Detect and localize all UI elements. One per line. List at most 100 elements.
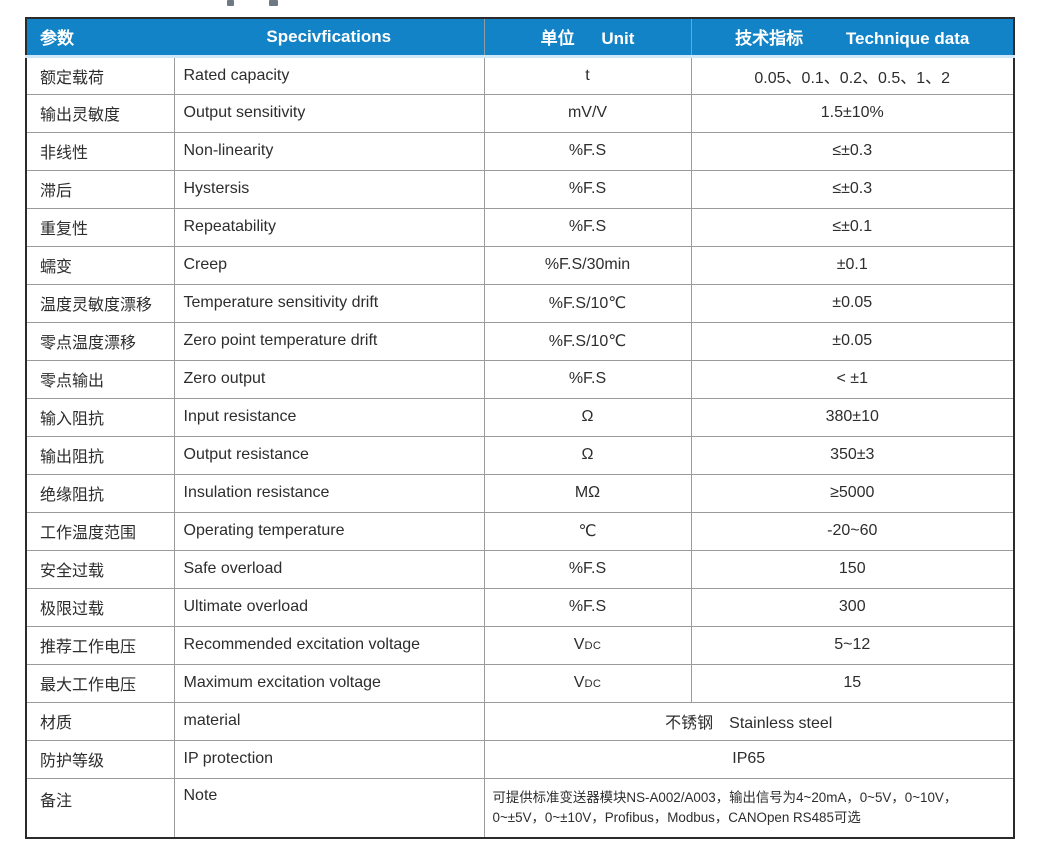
header-technique-data: 技术指标 Technique data [690,18,1014,56]
value-cell: -20~60 [690,511,1015,551]
table-row: 额定载荷 Rated capacity t 0.05、0.1、0.2、0.5、1、2 [25,54,1015,95]
unit-cell: Ω [483,435,692,475]
param-cell: 极限过载 [25,587,175,627]
unit-cell: %F.S [483,169,692,209]
value-cell: 1.5±10% [690,93,1015,133]
header-unit-en: Unit [601,29,635,49]
header-unit-zh: 单位 [540,29,575,49]
header-unit: 单位 Unit [483,18,691,56]
table-row: 零点温度漂移 Zero point temperature drift %F.S/1… [25,321,1015,361]
param-cell: 工作温度范围 [25,511,175,551]
value-cell: 300 [690,587,1015,627]
spec-cell: material [173,701,485,741]
param-cell: 零点输出 [25,359,175,399]
spec-cell: Ultimate overload [173,587,485,627]
param-cell: 安全过载 [25,549,175,589]
spec-cell: Operating temperature [173,511,485,551]
header-param: 参数 [26,18,174,56]
param-cell: 最大工作电压 [25,663,175,703]
spec-cell: IP protection [173,739,485,779]
table-row: 重复性 Repeatability %F.S ≤±0.1 [25,207,1015,247]
unit-cell: %F.S [483,207,692,247]
cropped-text-artifact [227,0,234,6]
table-row: 滞后 Hystersis %F.S ≤±0.3 [25,169,1015,209]
spec-cell: Non-linearity [173,131,485,171]
table-row: 最大工作电压 Maximum excitation voltage VDC 15 [25,663,1015,703]
param-cell: 输出灵敏度 [25,93,175,133]
table-row: 零点输出 Zero output %F.S < ±1 [25,359,1015,399]
unit-subscript: DC [584,678,602,690]
param-cell: 推荐工作电压 [25,625,175,665]
value-cell: ±0.05 [690,283,1015,323]
param-cell: 输出阻抗 [25,435,175,475]
table-row: 非线性 Non-linearity %F.S ≤±0.3 [25,131,1015,171]
param-cell: 重复性 [25,207,175,247]
unit-cell: %F.S [483,549,692,589]
spec-cell: Creep [173,245,485,285]
unit-subscript: DC [584,640,602,652]
spec-cell: Safe overload [173,549,485,589]
header-row: 参数 Specivfications 单位 Unit 技术指标 Techniqu… [26,18,1014,56]
unit-cell: VDC [483,625,692,665]
spec-cell: Note [173,777,485,839]
unit-cell: MΩ [483,473,692,513]
table-row: 推荐工作电压 Recommended excitation voltage VDC 5… [25,625,1015,665]
table-row: 输出阻抗 Output resistance Ω 350±3 [25,435,1015,475]
unit-cell: Ω [483,397,692,437]
table-row: 极限过载 Ultimate overload %F.S 300 [25,587,1015,627]
table-row: 工作温度范围 Operating temperature ℃ -20~60 [25,511,1015,551]
table-row: 安全过载 Safe overload %F.S 150 [25,549,1015,589]
param-cell: 温度灵敏度漂移 [25,283,175,323]
note-cell: 可提供标准变送器模块NS-A002/A003，输出信号为4~20mA，0~5V，… [483,777,1015,839]
header-specifications: Specivfications [174,18,484,56]
spec-cell: Insulation resistance [173,473,485,513]
param-cell: 额定载荷 [25,54,175,95]
param-cell: 绝缘阻抗 [25,473,175,513]
unit-cell: mV/V [483,93,692,133]
unit-cell: VDC [483,663,692,703]
table-row: 备注 Note 可提供标准变送器模块NS-A002/A003，输出信号为4~20mA… [25,777,1015,839]
value-cell: ±0.05 [690,321,1015,361]
value-cell: 350±3 [690,435,1015,475]
spec-cell: Output sensitivity [173,93,485,133]
spec-cell: Zero output [173,359,485,399]
spec-cell: Rated capacity [173,54,485,95]
spec-table-header: 参数 Specivfications 单位 Unit 技术指标 Techniqu… [26,18,1014,56]
param-cell: 材质 [25,701,175,741]
cropped-text-artifact [269,0,278,6]
param-cell: 非线性 [25,131,175,171]
unit-cell: ℃ [483,511,692,551]
value-cell: 0.05、0.1、0.2、0.5、1、2 [690,54,1015,95]
table-row: 材质 material 不锈钢 Stainless steel [25,701,1015,741]
spec-cell: Input resistance [173,397,485,437]
table-row: 输出灵敏度 Output sensitivity mV/V 1.5±10% [25,93,1015,133]
value-cell: ≥5000 [690,473,1015,513]
param-cell: 防护等级 [25,739,175,779]
table-row: 输入阻抗 Input resistance Ω 380±10 [25,397,1015,437]
value-cell: ≤±0.3 [690,131,1015,171]
value-cell: ≤±0.1 [690,207,1015,247]
spec-table-container: 参数 Specivfications 单位 Unit 技术指标 Techniqu… [25,17,1015,839]
param-cell: 滞后 [25,169,175,209]
unit-cell: %F.S [483,587,692,627]
param-cell: 蠕变 [25,245,175,285]
table-row: 防护等级 IP protection IP65 [25,739,1015,779]
merged-value-cell: 不锈钢 Stainless steel [483,701,1015,741]
spec-cell: Zero point temperature drift [173,321,485,361]
value-cell: 5~12 [690,625,1015,665]
table-row: 蠕变 Creep %F.S/30min ±0.1 [25,245,1015,285]
spec-cell: Hystersis [173,169,485,209]
value-cell: ±0.1 [690,245,1015,285]
spec-cell: Temperature sensitivity drift [173,283,485,323]
spec-cell: Maximum excitation voltage [173,663,485,703]
table-row: 温度灵敏度漂移 Temperature sensitivity drift %F.S… [25,283,1015,323]
header-technique-zh: 技术指标 [735,29,804,49]
merged-value-cell: IP65 [483,739,1015,779]
param-cell: 零点温度漂移 [25,321,175,361]
unit-cell: %F.S/30min [483,245,692,285]
table-row: 绝缘阻抗 Insulation resistance MΩ ≥5000 [25,473,1015,513]
spec-cell: Recommended excitation voltage [173,625,485,665]
unit-cell: t [483,54,692,95]
unit-cell: %F.S [483,131,692,171]
